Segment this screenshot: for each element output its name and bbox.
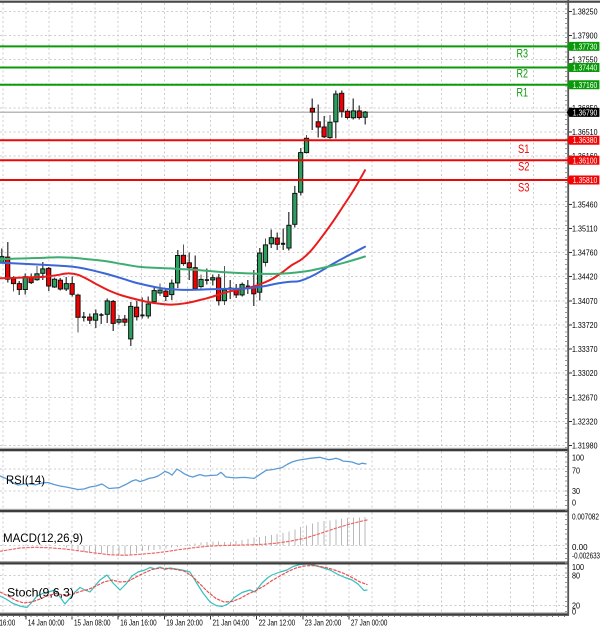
svg-text:1.32670: 1.32670 [572, 392, 598, 402]
svg-text:1.35460: 1.35460 [572, 199, 598, 209]
svg-text:1.31980: 1.31980 [572, 441, 598, 451]
svg-text:27 Jan 00:00: 27 Jan 00:00 [351, 618, 388, 628]
svg-text:1.36790: 1.36790 [573, 107, 598, 117]
svg-text:R3: R3 [517, 49, 529, 61]
svg-text:S2: S2 [518, 162, 530, 174]
svg-text:70: 70 [572, 465, 580, 475]
svg-text:0.00: 0.00 [572, 542, 588, 552]
svg-text:22 Jan 12:00: 22 Jan 12:00 [259, 618, 296, 628]
svg-text:80: 80 [572, 571, 580, 581]
svg-text:1.36100: 1.36100 [573, 155, 598, 165]
svg-text:S1: S1 [518, 144, 530, 156]
svg-text:-0.002633: -0.002633 [572, 551, 600, 561]
svg-text:1.37550: 1.37550 [572, 55, 598, 65]
svg-text:1.37160: 1.37160 [573, 80, 598, 90]
svg-text:Stoch(9,6,3): Stoch(9,6,3) [7, 586, 74, 600]
svg-text:13 Jan 16:00: 13 Jan 16:00 [0, 618, 15, 628]
svg-text:21 Jan 04:00: 21 Jan 04:00 [213, 618, 250, 628]
svg-text:1.34420: 1.34420 [572, 272, 598, 282]
svg-text:14 Jan 00:00: 14 Jan 00:00 [28, 618, 65, 628]
svg-text:100: 100 [572, 562, 584, 572]
svg-text:20: 20 [572, 601, 580, 611]
svg-text:1.37440: 1.37440 [573, 63, 598, 73]
svg-text:1.37900: 1.37900 [572, 31, 598, 41]
svg-text:RSI(14): RSI(14) [6, 473, 45, 487]
svg-text:1.34760: 1.34760 [572, 248, 598, 258]
svg-text:0.007082: 0.007082 [572, 512, 599, 522]
svg-text:MACD(12,26,9): MACD(12,26,9) [3, 531, 83, 545]
svg-text:1.33020: 1.33020 [572, 368, 598, 378]
svg-text:1.33720: 1.33720 [572, 320, 598, 330]
svg-text:16 Jan 16:00: 16 Jan 16:00 [120, 618, 157, 628]
svg-text:15 Jan 08:00: 15 Jan 08:00 [74, 618, 111, 628]
svg-text:S3: S3 [518, 183, 530, 195]
svg-text:0: 0 [572, 607, 576, 617]
svg-text:19 Jan 20:00: 19 Jan 20:00 [166, 618, 203, 628]
svg-text:1.33370: 1.33370 [572, 344, 598, 354]
svg-text:1.37730: 1.37730 [573, 41, 598, 51]
svg-text:1.34070: 1.34070 [572, 296, 598, 306]
svg-text:1.32320: 1.32320 [572, 416, 598, 426]
svg-text:100: 100 [572, 452, 584, 462]
svg-text:1.35810: 1.35810 [573, 175, 598, 185]
svg-text:1.38250: 1.38250 [572, 6, 598, 16]
svg-text:0: 0 [572, 497, 576, 507]
svg-text:1.36510: 1.36510 [572, 127, 598, 137]
svg-text:23 Jan 20:00: 23 Jan 20:00 [305, 618, 342, 628]
svg-text:R1: R1 [517, 87, 529, 99]
svg-text:R2: R2 [517, 68, 529, 80]
svg-text:1.35110: 1.35110 [572, 224, 598, 234]
svg-text:1.36380: 1.36380 [573, 135, 598, 145]
svg-text:30: 30 [572, 486, 580, 496]
